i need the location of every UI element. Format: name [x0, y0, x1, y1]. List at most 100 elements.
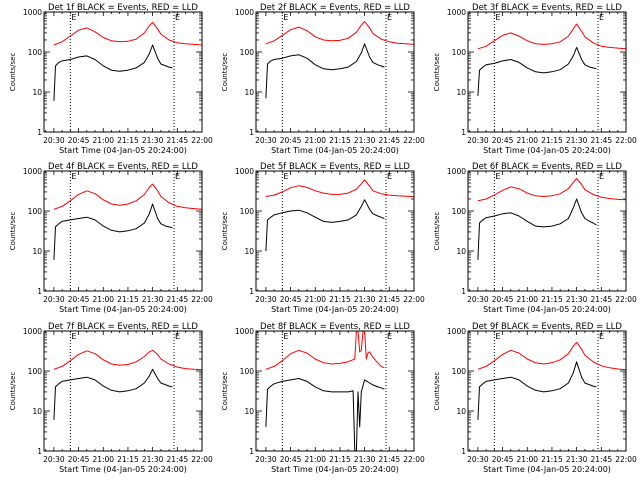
y-tick-label: 1: [461, 287, 466, 296]
x-tick-label: 20:30: [255, 136, 277, 145]
x-tick-label: 20:30: [467, 136, 489, 145]
y-tick-label: 1: [37, 128, 42, 137]
lld-rate-line: [477, 178, 627, 202]
y-axis-label: Counts/sec: [221, 53, 229, 92]
panel-title: Det 6f BLACK = Events, RED = LLD: [472, 162, 622, 172]
x-tick-label: 21:30: [566, 455, 588, 464]
y-tick-label: 1000: [23, 8, 42, 17]
x-axis-label: Start Time (04-Jan-05 20:24:00): [483, 465, 611, 474]
event-rate-line: [477, 46, 597, 96]
plot-frame: [43, 330, 203, 452]
y-tick-label: 1000: [447, 167, 466, 176]
y-tick-label: 1000: [447, 327, 466, 336]
x-tick-label: 21:45: [379, 295, 401, 304]
y-tick-label: 1: [461, 447, 466, 456]
x-tick-label: 21:15: [117, 455, 139, 464]
y-tick-label: 10: [456, 247, 466, 256]
x-axis-label: Start Time (04-Jan-05 20:24:00): [483, 146, 611, 155]
detector-panel-8: Det 8f BLACK = Events, RED = LLD Counts/s…: [221, 322, 425, 474]
x-tick-label: 21:00: [92, 136, 114, 145]
x-tick-label: 22:00: [403, 455, 425, 464]
y-tick-label: 100: [452, 207, 467, 216]
x-tick-label: 20:30: [467, 455, 489, 464]
plot-frame: [43, 170, 203, 292]
x-tick-label: 20:30: [43, 455, 65, 464]
x-tick-label: 20:45: [280, 455, 302, 464]
event-marker-label: E: [599, 332, 604, 341]
detector-panel-7: Det 7f BLACK = Events, RED = LLD Counts/s…: [9, 322, 213, 474]
y-tick-label: 100: [28, 48, 43, 57]
x-tick-label: 22:00: [615, 295, 637, 304]
event-marker-label: E: [495, 13, 500, 22]
lld-rate-line: [265, 21, 415, 45]
y-tick-label: 1000: [23, 327, 42, 336]
y-axis-label: Counts/sec: [433, 372, 441, 411]
event-marker-label: E: [387, 172, 392, 181]
x-tick-label: 21:30: [354, 295, 376, 304]
y-tick-label: 1000: [23, 167, 42, 176]
x-tick-label: 20:45: [492, 455, 514, 464]
x-tick-label: 21:15: [329, 295, 351, 304]
y-axis-label: Counts/sec: [433, 53, 441, 92]
x-tick-label: 21:30: [354, 455, 376, 464]
plot-frame: [255, 330, 415, 452]
y-tick-label: 1: [249, 287, 254, 296]
x-tick-label: 21:30: [566, 136, 588, 145]
event-marker-label: E: [387, 332, 392, 341]
y-tick-label: 10: [244, 407, 254, 416]
x-tick-label: 20:30: [255, 295, 277, 304]
y-tick-label: 1000: [235, 167, 254, 176]
y-tick-label: 1000: [235, 8, 254, 17]
panel-title: Det 3f BLACK = Events, RED = LLD: [472, 3, 622, 13]
x-tick-label: 20:45: [280, 136, 302, 145]
x-tick-label: 21:30: [354, 136, 376, 145]
x-tick-label: 21:15: [541, 295, 563, 304]
x-tick-label: 21:15: [541, 136, 563, 145]
event-marker-label: E: [283, 13, 288, 22]
x-tick-label: 21:30: [142, 455, 164, 464]
x-tick-label: 21:00: [304, 136, 326, 145]
x-tick-label: 20:30: [43, 295, 65, 304]
panel-title: Det 9f BLACK = Events, RED = LLD: [472, 322, 622, 332]
y-tick-label: 1: [461, 128, 466, 137]
x-tick-label: 21:00: [92, 295, 114, 304]
x-tick-label: 21:15: [541, 455, 563, 464]
event-marker-label: E: [175, 172, 180, 181]
event-rate-line: [265, 378, 385, 452]
x-axis-label: Start Time (04-Jan-05 20:24:00): [271, 305, 399, 314]
x-tick-label: 21:45: [167, 295, 189, 304]
plot-frame: [255, 170, 415, 292]
plot-frame: [467, 170, 627, 292]
x-tick-label: 21:45: [379, 455, 401, 464]
x-tick-label: 21:45: [591, 136, 613, 145]
y-tick-label: 100: [28, 207, 43, 216]
y-axis-label: Counts/sec: [9, 53, 17, 92]
y-tick-label: 10: [244, 247, 254, 256]
detector-panel-1: Det 1f BLACK = Events, RED = LLD Counts/s…: [9, 3, 213, 155]
event-marker-label: E: [495, 332, 500, 341]
panel-title: Det 4f BLACK = Events, RED = LLD: [48, 162, 198, 172]
x-tick-label: 22:00: [403, 136, 425, 145]
event-marker-label: E: [283, 332, 288, 341]
panel-title: Det 1f BLACK = Events, RED = LLD: [48, 3, 198, 13]
x-tick-label: 21:00: [304, 295, 326, 304]
plot-frame: [255, 11, 415, 133]
x-tick-label: 20:45: [280, 295, 302, 304]
x-tick-label: 21:15: [117, 136, 139, 145]
event-rate-line: [53, 203, 173, 260]
y-tick-label: 100: [452, 367, 467, 376]
y-axis-label: Counts/sec: [9, 372, 17, 411]
x-tick-label: 21:30: [142, 295, 164, 304]
x-tick-label: 22:00: [191, 136, 213, 145]
x-tick-label: 20:45: [68, 136, 90, 145]
x-axis-label: Start Time (04-Jan-05 20:24:00): [271, 465, 399, 474]
x-axis-label: Start Time (04-Jan-05 20:24:00): [271, 146, 399, 155]
x-tick-label: 20:30: [43, 136, 65, 145]
y-tick-label: 1: [249, 447, 254, 456]
x-tick-label: 21:15: [329, 455, 351, 464]
x-tick-label: 21:00: [92, 455, 114, 464]
event-rate-line: [53, 44, 173, 101]
x-axis-label: Start Time (04-Jan-05 20:24:00): [59, 465, 187, 474]
detector-panel-9: Det 9f BLACK = Events, RED = LLD Counts/s…: [433, 322, 637, 474]
x-tick-label: 21:45: [591, 295, 613, 304]
